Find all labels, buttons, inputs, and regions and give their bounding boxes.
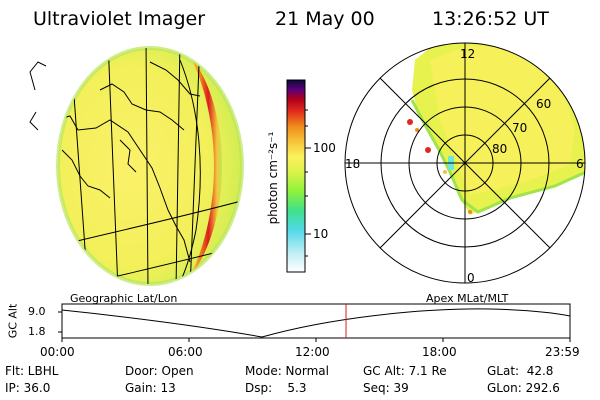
lat-label-60: 60	[536, 97, 552, 111]
lat-label-80: 80	[492, 142, 508, 156]
timeline-y-tick-low: 1.8	[28, 325, 46, 338]
info-seq: Seq: 39	[363, 381, 409, 395]
timeline-x-tick-1: 06:00	[168, 345, 203, 359]
info-ip: IP: 36.0	[5, 381, 51, 395]
timeline-left-title: Geographic Lat/Lon	[70, 292, 178, 305]
earth-image	[29, 46, 244, 286]
timeline-x-tick-3: 18:00	[422, 345, 457, 359]
timeline-right-title: Apex MLat/MLT	[426, 292, 509, 305]
info-glon: GLon: 292.6	[487, 381, 560, 395]
lat-label-70: 70	[512, 121, 528, 135]
timeline-x-tick-2: 12:00	[295, 345, 330, 359]
info-gc-alt: GC Alt: 7.1 Re	[363, 364, 447, 378]
mlt-label-bottom: 0	[467, 271, 475, 285]
info-door: Door: Open	[125, 364, 194, 378]
date-label: 21 May 00	[275, 8, 375, 30]
timeline-plot	[58, 303, 571, 342]
info-glat: GLat: 42.8	[487, 364, 554, 378]
timeline-x-tick-4: 23:59	[545, 345, 580, 359]
polar-plot	[344, 42, 586, 284]
colorbar-tick-10: 10	[313, 227, 329, 241]
mlt-label-right: 6	[576, 157, 584, 171]
mlt-label-left: 18	[345, 157, 361, 171]
time-label: 13:26:52 UT	[432, 8, 549, 30]
instrument-title: Ultraviolet Imager	[33, 8, 206, 30]
colorbar-unit-label: photon cm⁻²s⁻¹	[266, 131, 280, 225]
colorbar-tick-100: 100	[313, 141, 336, 155]
timeline-y-tick-high: 9.0	[28, 305, 46, 318]
colorbar	[286, 79, 311, 273]
mlt-label-top: 12	[460, 47, 476, 61]
info-dsp: Dsp: 5.3	[245, 381, 307, 395]
timeline-x-tick-0: 00:00	[40, 345, 75, 359]
timeline-y-label: GC Alt	[6, 303, 20, 339]
info-mode: Mode: Normal	[245, 364, 329, 378]
info-gain: Gain: 13	[125, 381, 176, 395]
info-filter: Flt: LBHL	[5, 364, 59, 378]
